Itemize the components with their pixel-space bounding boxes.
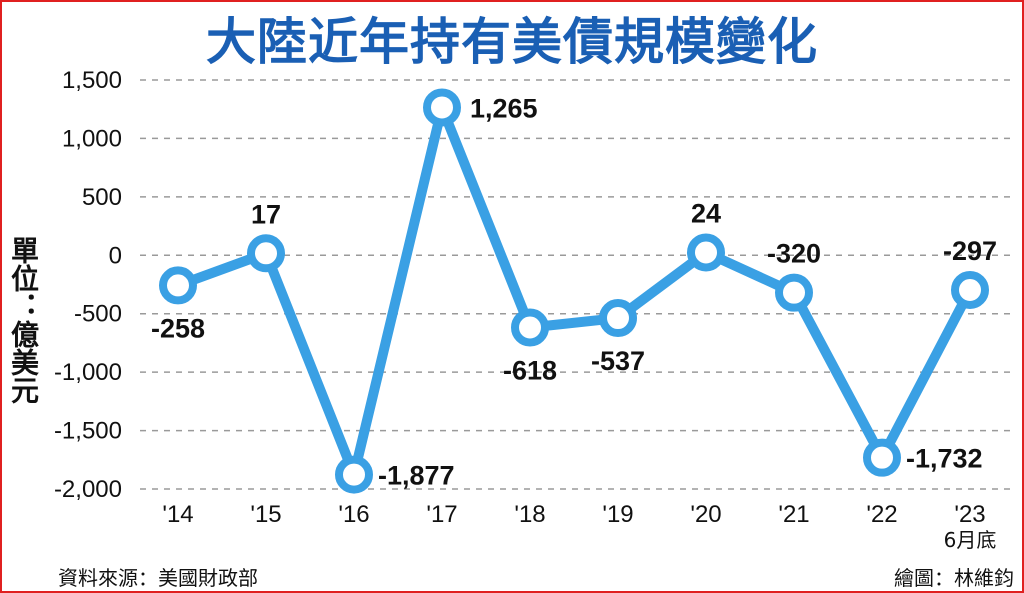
x-tick-label: '20 xyxy=(690,501,721,528)
data-label: 17 xyxy=(251,199,281,229)
data-point xyxy=(775,273,813,312)
data-label: -618 xyxy=(503,356,557,386)
data-label: 24 xyxy=(691,198,721,228)
data-label: -320 xyxy=(767,239,821,269)
y-tick-label: -1,000 xyxy=(54,359,122,386)
x-tick-label: '17 xyxy=(426,501,457,528)
x-tick-label: '15 xyxy=(250,501,281,528)
x-tick-label: '21 xyxy=(778,501,809,528)
unit-label: 單位：億美元 xyxy=(7,236,40,404)
x-tick-label: '18 xyxy=(514,501,545,528)
data-label: 1,265 xyxy=(470,93,538,123)
data-point xyxy=(159,266,197,305)
x-tick-label: '23 xyxy=(954,501,985,528)
data-label: -1,732 xyxy=(906,444,983,474)
y-tick-label: -2,000 xyxy=(54,476,122,503)
source-note: 資料來源：美國財政部 xyxy=(58,566,258,590)
y-tick-label: 0 xyxy=(109,242,122,269)
series-line-layer xyxy=(173,102,975,480)
data-point xyxy=(863,438,901,477)
data-point xyxy=(599,299,637,338)
data-label: -537 xyxy=(591,346,645,376)
y-axis-ticks: 1,500 1,000 500 0 -500 -1,000 -1,500 -2,000 xyxy=(54,67,122,503)
data-point xyxy=(951,270,989,309)
x-tick-note: 6月底 xyxy=(944,528,997,552)
data-point xyxy=(687,233,725,272)
grid-lines xyxy=(140,79,1015,490)
data-point xyxy=(247,234,285,273)
y-tick-label: 500 xyxy=(82,184,122,211)
data-labels: -258 17 -1,877 1,265 -618 -537 24 -320 -1,732 -29… xyxy=(151,93,997,490)
data-point xyxy=(511,308,549,347)
data-label: -1,877 xyxy=(378,461,455,491)
y-tick-label: -1,500 xyxy=(54,418,122,445)
x-tick-label: '16 xyxy=(338,501,369,528)
data-label: -258 xyxy=(151,313,205,343)
data-point xyxy=(335,455,373,494)
series-line xyxy=(173,102,975,480)
data-label: -297 xyxy=(943,236,997,266)
x-tick-label: '14 xyxy=(162,501,193,528)
x-tick-label: '22 xyxy=(866,501,897,528)
data-point xyxy=(423,88,461,127)
y-tick-label: -500 xyxy=(74,301,122,328)
graphic-credit: 繪圖：林維鈞 xyxy=(894,566,1014,590)
y-tick-label: 1,500 xyxy=(62,67,122,94)
data-points xyxy=(159,88,989,494)
chart-title: 大陸近年持有美債規模變化 xyxy=(206,13,818,71)
y-tick-label: 1,000 xyxy=(62,125,122,152)
x-tick-label: '19 xyxy=(602,501,633,528)
